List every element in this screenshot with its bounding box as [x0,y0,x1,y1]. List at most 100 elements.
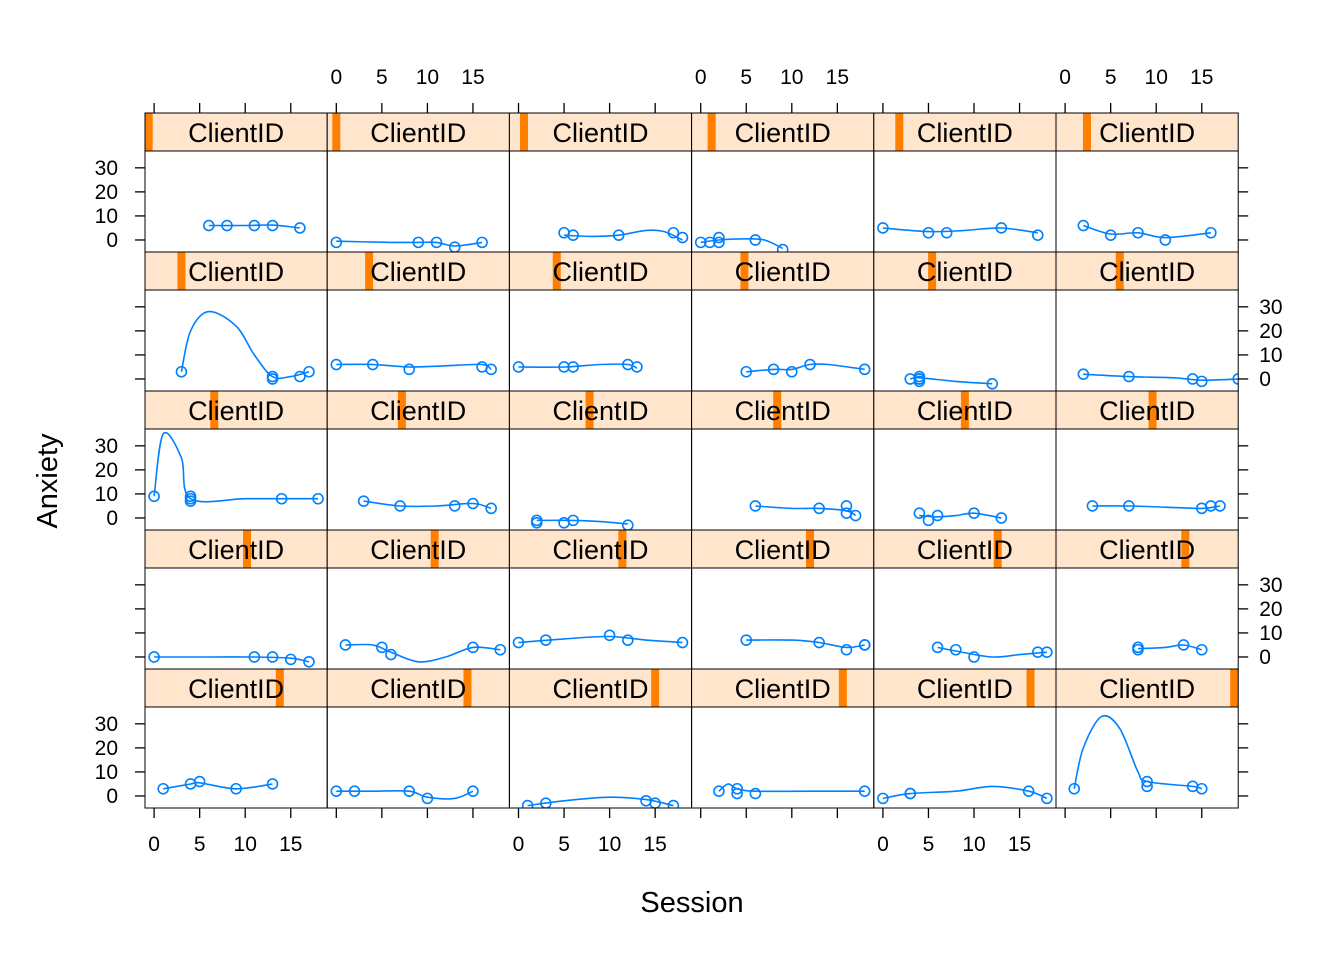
data-point [1132,643,1144,656]
strip-background [145,530,328,568]
strip-background [509,252,692,290]
data-point [1123,500,1135,512]
strip-label: ClientID [370,674,466,704]
data-point [813,636,825,649]
data-point [403,785,415,797]
data-point [913,375,926,388]
y-tick-label: 0 [1259,646,1271,669]
y-tick-label: 0 [1259,368,1271,391]
data-point [1022,785,1035,797]
strip-level-marker [993,530,1002,568]
panel: ClientID [1055,668,1239,809]
panel-plot [339,639,507,663]
strip-level-marker [430,530,439,568]
y-axis-title: Anxiety [32,433,64,529]
panel: ClientID [1055,390,1239,531]
strip-label: ClientID [1099,674,1195,704]
strip-label: ClientID [370,396,466,426]
strip-label: ClientID [552,535,648,565]
data-point [931,509,944,522]
smoother-line [1092,505,1221,510]
strip-background [691,113,874,151]
strip-label: ClientID [188,396,284,426]
strip-label: ClientID [552,257,648,287]
panel-plot [931,641,1053,663]
panel: ClientID [691,668,875,809]
panel: ClientID [1055,529,1239,670]
y-tick-label: 20 [95,459,118,482]
data-point [175,365,188,378]
y-tick-label: 10 [1259,344,1282,367]
data-point [840,500,853,512]
data-point [193,775,206,788]
strip-background [145,391,328,429]
strip-label: ClientID [917,396,1013,426]
data-point [877,222,889,234]
panel: ClientID [691,251,875,392]
data-point [467,785,479,797]
x-tick-label: 10 [234,833,257,856]
y-tick-label: 30 [1259,296,1282,319]
data-point [1195,375,1208,388]
data-point [567,361,579,373]
panel: ClientID [326,390,510,531]
data-point [148,490,160,503]
data-point [1177,639,1190,651]
data-point [676,231,689,244]
x-axis-title: Session [640,887,743,919]
data-point [1041,792,1053,805]
x-tick-label: 5 [1105,66,1117,89]
smoother-line [180,310,310,380]
data-point [385,648,397,661]
strip-level-marker [1181,530,1190,568]
panel-plot [877,222,1044,241]
panel: ClientID [144,668,328,809]
smoother-line [154,656,310,663]
panel-plot [1068,715,1208,795]
data-point [622,519,634,530]
data-point [485,363,497,376]
data-point [248,219,261,232]
data-point [403,363,415,376]
data-point [1141,775,1153,788]
data-point [740,365,753,378]
strip-level-marker [960,391,969,429]
data-point [949,643,962,656]
panel-plot [877,785,1053,805]
strip-level-marker [895,113,904,151]
panel-plot [357,495,497,515]
data-point [995,222,1008,234]
strip-background [873,530,1056,568]
data-point [731,782,743,795]
smoother-line [937,646,1047,658]
data-point [858,363,871,376]
x-tick-label: 15 [1190,66,1213,89]
data-point [448,241,461,252]
data-point [995,512,1008,524]
data-point [649,797,661,808]
data-point [394,500,406,512]
axes-layer: 0 5 10 150 5 10 150 5 10 150 5 10 150 5 10 150 5 10 150102… [95,66,1283,856]
smoother-line [564,229,683,241]
strip-background [145,113,328,151]
smoother-line [882,785,1048,800]
smoother-line [882,227,1038,234]
panel-plot [740,634,871,656]
smoother-line [1073,715,1203,790]
smoother-line [153,431,319,503]
data-point [767,363,780,376]
panel-plot [330,236,488,252]
data-point [202,219,215,232]
data-point [339,639,352,651]
smoother-line [336,240,483,247]
strip-level-marker [838,669,847,707]
data-point [986,377,999,390]
panel-plot [694,231,789,252]
data-point [713,236,725,249]
data-point [922,514,935,527]
data-point [676,636,689,649]
data-point [786,365,798,378]
strip-level-marker [928,252,937,290]
data-point [494,643,507,656]
